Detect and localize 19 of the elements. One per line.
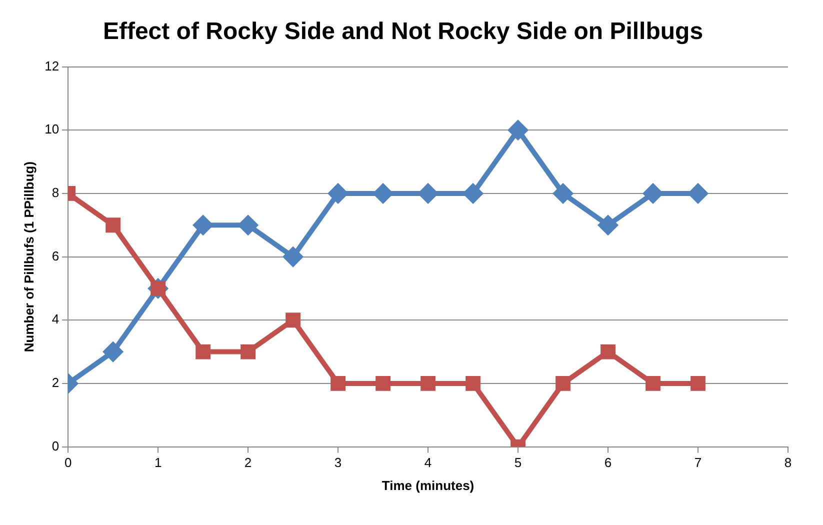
y-tick-label: 4	[52, 312, 60, 327]
x-tick-label: 2	[244, 455, 252, 470]
x-tick-label: 1	[154, 455, 162, 470]
y-tick-label: 10	[44, 122, 60, 137]
chart-title: Effect of Rocky Side and Not Rocky Side on Pillbugs	[102, 18, 704, 46]
y-tick-label: 0	[52, 438, 60, 454]
x-tick-label: 5	[514, 455, 522, 470]
x-tick-label: 7	[694, 455, 702, 470]
y-tick-label: 12	[44, 58, 60, 74]
y-tick-label: 8	[52, 185, 60, 200]
y-axis-title: Number of Pillbufs (1 PPillbug)	[21, 161, 36, 352]
y-tick-label: 2	[52, 375, 60, 390]
x-tick-label: 6	[604, 455, 612, 470]
x-tick-label: 4	[424, 455, 432, 470]
x-tick-label: 0	[64, 455, 72, 470]
y-tick-label: 6	[52, 248, 60, 264]
x-tick-label: 8	[784, 455, 792, 470]
x-axis-title: Time (minutes)	[382, 478, 474, 493]
x-tick-label: 3	[334, 455, 342, 470]
